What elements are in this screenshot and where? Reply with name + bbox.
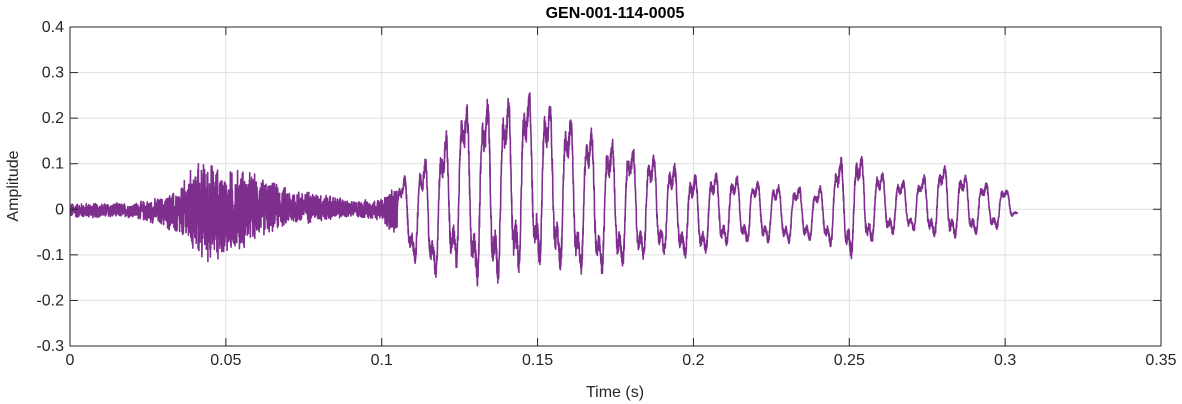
- y-tick-label: 0.1: [42, 156, 64, 173]
- waveform-series: [69, 92, 1019, 287]
- x-axis-label: Time (s): [586, 384, 644, 401]
- x-tick-label: 0.2: [682, 352, 704, 369]
- axes: [69, 26, 1162, 347]
- x-tick-label: 0.3: [994, 352, 1016, 369]
- y-tick-label: 0: [55, 201, 64, 218]
- chart-title: GEN-001-114-0005: [546, 5, 685, 22]
- y-tick-label: -0.2: [36, 292, 64, 309]
- x-tick-label: 0.05: [210, 352, 241, 369]
- tick-labels: 0 0.05 0.1 0.15 0.2 0.25 0.3 0.35 -0.3 -0.2 -0.1 0 0…: [36, 19, 1176, 369]
- y-tick-label: -0.1: [36, 247, 64, 264]
- y-tick-label: 0.3: [42, 65, 64, 82]
- x-tick-label: 0.35: [1145, 352, 1176, 369]
- axes-box: [69, 26, 1162, 347]
- plot-area: [70, 27, 1161, 346]
- waveform-line: [69, 92, 1019, 287]
- x-tick-label: 0.15: [522, 352, 553, 369]
- x-tick-label: 0.25: [834, 352, 865, 369]
- y-tick-label: 0.4: [42, 19, 64, 36]
- y-axis-label: Amplitude: [5, 150, 22, 221]
- x-tick-label: 0.1: [371, 352, 393, 369]
- y-tick-label: -0.3: [36, 338, 64, 355]
- x-tick-label: 0: [66, 352, 75, 369]
- y-tick-label: 0.2: [42, 110, 64, 127]
